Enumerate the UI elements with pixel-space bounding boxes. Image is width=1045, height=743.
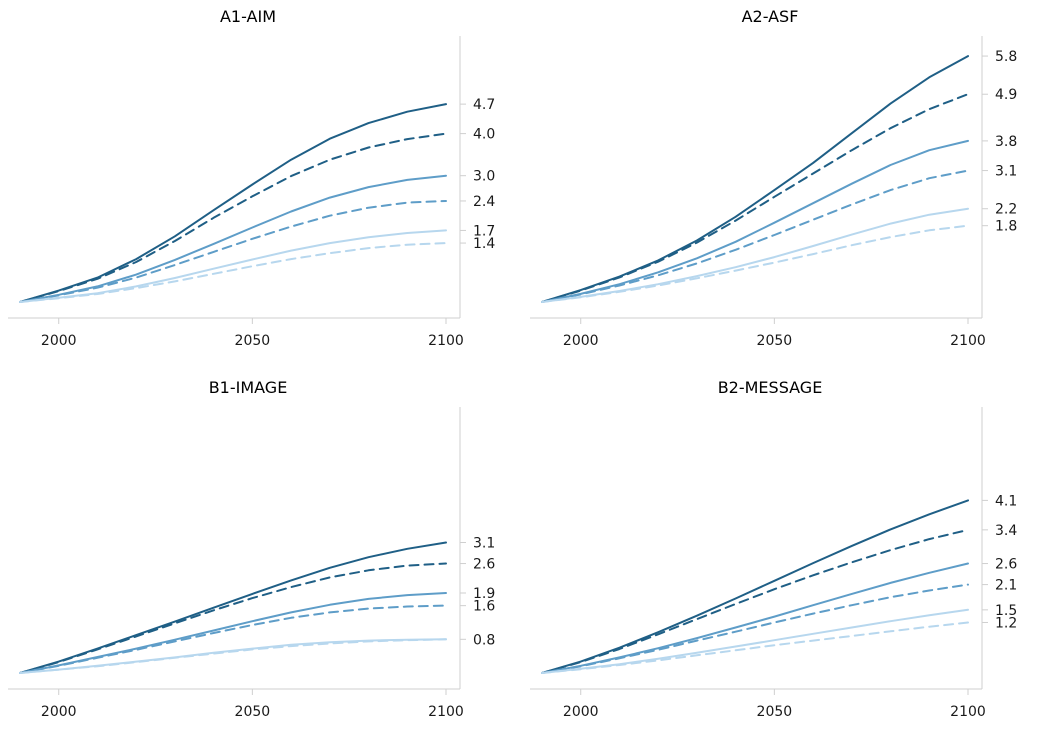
chart-title-a2-asf: A2-ASF (742, 7, 799, 26)
series-line-mid-dashed (541, 583, 969, 674)
x-tick-label-2050: 2050 (757, 704, 793, 720)
series-line-light-solid (19, 229, 447, 303)
x-tick-label-2000: 2000 (41, 333, 77, 349)
series-line-dark-solid (19, 103, 447, 303)
y-tick-label-3.0: 3.0 (473, 169, 495, 185)
y-tick-label-1.6: 1.6 (473, 599, 495, 615)
y-tick-label-1.2: 1.2 (995, 615, 1017, 631)
chart-title-b1-image: B1-IMAGE (209, 378, 288, 397)
series-line-mid-solid (19, 174, 447, 303)
y-tick-label-4.9: 4.9 (995, 87, 1017, 103)
series-line-light-dashed (19, 638, 447, 674)
y-tick-label-2.2: 2.2 (995, 202, 1017, 218)
series-line-dark-dashed (541, 93, 969, 303)
series-line-mid-solid (541, 139, 969, 303)
y-tick-label-3.8: 3.8 (995, 134, 1017, 150)
series-line-mid-dashed (19, 200, 447, 303)
series-line-light-solid (541, 608, 969, 674)
series-line-light-dashed (19, 242, 447, 303)
y-tick-label-2.4: 2.4 (473, 194, 495, 210)
y-tick-label-4.7: 4.7 (473, 97, 495, 113)
line-chart-b2-message: B2-MESSAGE 2000 2050 2100 4.1 3.4 2.6 2.1 1.51.2 (530, 378, 1017, 720)
chart-panel-b2-message: B2-MESSAGE 2000 2050 2100 4.1 3.4 2.6 2.1 1.5 1.2 (522, 371, 1044, 742)
x-tick-label-2000: 2000 (563, 704, 599, 720)
y-tick-label-2.6: 2.6 (473, 557, 495, 573)
y-tick-label-3.4: 3.4 (995, 523, 1017, 539)
chart-panel-a1-aim: A1-AIM 2000 2050 2100 4.7 4.0 3.0 2.4 1.7 1.4 (0, 0, 522, 371)
series-line-mid-solid (19, 592, 447, 674)
chart-panel-a2-asf: A2-ASF 2000 2050 2100 5.8 4.9 3.8 3.1 2.2 1.8 (522, 0, 1044, 371)
y-tick-label-3.1: 3.1 (473, 535, 495, 551)
y-tick-label-0.8: 0.8 (473, 632, 495, 648)
y-tick-label-2.1: 2.1 (995, 578, 1017, 594)
x-tick-label-2000: 2000 (41, 704, 77, 720)
x-tick-label-2050: 2050 (235, 333, 271, 349)
series-line-dark-dashed (541, 528, 969, 674)
x-tick-label-2050: 2050 (757, 333, 793, 349)
series-line-dark-dashed (19, 132, 447, 303)
series-line-dark-solid (541, 55, 969, 303)
chart-title-a1-aim: A1-AIM (220, 7, 276, 26)
x-tick-label-2100: 2100 (428, 333, 464, 349)
y-tick-label-1.4: 1.4 (473, 236, 495, 252)
series-line-light-solid (541, 207, 969, 303)
x-tick-label-2000: 2000 (563, 333, 599, 349)
chart-panel-b1-image: B1-IMAGE 2000 2050 2100 3.1 2.6 1.9 1.6 0.8 (0, 371, 522, 742)
series-line-light-dashed (541, 224, 969, 303)
series-line-dark-solid (541, 499, 969, 674)
chart-title-b2-message: B2-MESSAGE (718, 378, 823, 397)
y-tick-label-3.1: 3.1 (995, 164, 1017, 180)
x-tick-label-2100: 2100 (950, 704, 986, 720)
y-tick-label-1.7: 1.7 (473, 223, 495, 239)
series-line-dark-dashed (19, 562, 447, 674)
line-chart-a2-asf: A2-ASF 2000 2050 2100 5.8 4.9 3.8 3.1 2.21.8 (530, 7, 1017, 349)
line-chart-b1-image: B1-IMAGE 2000 2050 2100 3.1 2.6 1.91.6 0.8 (8, 378, 495, 720)
line-chart-a1-aim: A1-AIM 2000 2050 2100 4.7 4.0 3.0 2.4 1.71.4 (8, 7, 495, 349)
y-tick-label-1.9: 1.9 (473, 586, 495, 602)
y-tick-label-5.8: 5.8 (995, 49, 1017, 65)
y-tick-label-1.5: 1.5 (995, 603, 1017, 619)
y-tick-label-4.0: 4.0 (473, 127, 495, 143)
y-tick-label-4.1: 4.1 (995, 493, 1017, 509)
y-tick-label-1.8: 1.8 (995, 219, 1017, 235)
x-tick-label-2100: 2100 (950, 333, 986, 349)
series-line-light-dashed (541, 621, 969, 674)
series-line-mid-dashed (19, 604, 447, 674)
x-tick-label-2100: 2100 (428, 704, 464, 720)
y-tick-label-2.6: 2.6 (995, 557, 1017, 573)
series-line-mid-solid (541, 562, 969, 674)
x-tick-label-2050: 2050 (235, 704, 271, 720)
